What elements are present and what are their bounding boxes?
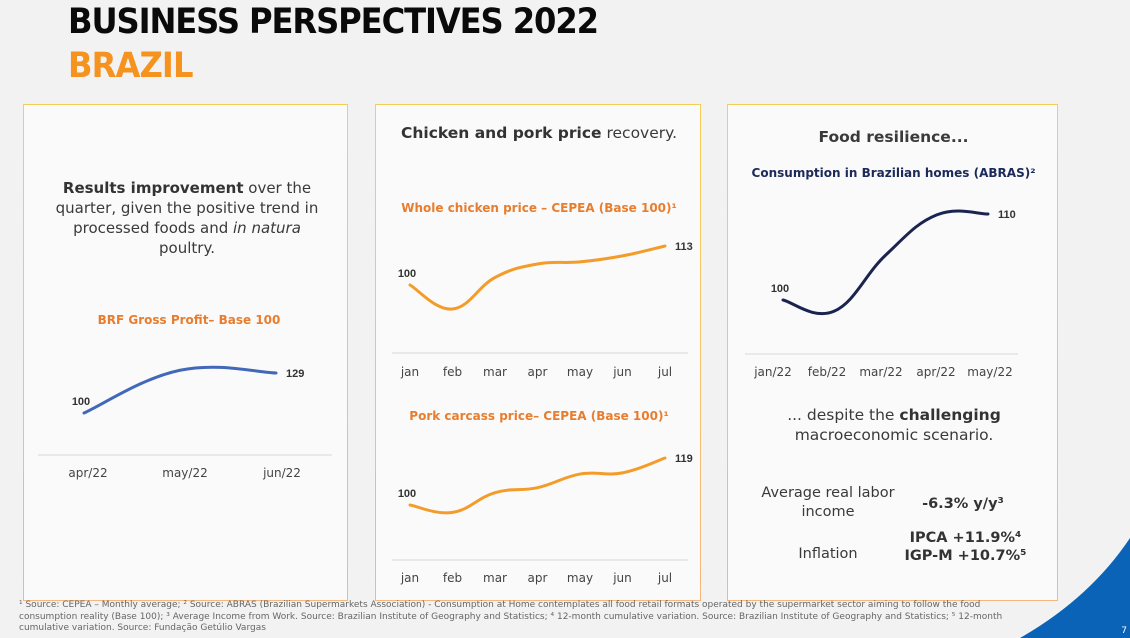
stat-value-igpm: IGP-M +10.7%⁵ xyxy=(904,548,1027,564)
data-label-first: 100 xyxy=(398,268,416,280)
page-subtitle: BRAZIL xyxy=(68,46,194,86)
x-tick-label: feb xyxy=(443,571,462,585)
x-tick-label: mar/22 xyxy=(859,365,902,379)
data-label-first: 100 xyxy=(398,488,416,500)
stat-label-inflation: Inflation xyxy=(798,546,858,562)
subheadline-text: ... despite the xyxy=(787,406,900,424)
x-tick-label: apr/22 xyxy=(916,365,955,379)
x-tick-label: mar xyxy=(483,571,507,585)
data-label-first: 100 xyxy=(72,396,90,408)
x-tick-label: may xyxy=(567,571,593,585)
card-food-resilience: Food resilience... Consumption in Brazil… xyxy=(727,104,1058,601)
data-label-last: 113 xyxy=(675,241,693,253)
card1-headline: Results improvement over the quarter, gi… xyxy=(52,178,322,258)
x-tick-label: jun/22 xyxy=(262,466,301,480)
card-results: Results improvement over the quarter, gi… xyxy=(23,104,348,601)
series-line xyxy=(408,244,667,311)
subheadline-text: macroeconomic scenario. xyxy=(794,426,994,444)
headline-bold: Results improvement xyxy=(62,179,244,197)
x-tick-label: apr xyxy=(528,365,548,379)
series-line xyxy=(781,209,990,316)
x-tick-label: jun xyxy=(612,365,632,379)
x-tick-label: jul xyxy=(657,365,672,379)
page-title: BUSINESS PERSPECTIVES 2022 xyxy=(68,2,599,42)
stat-value-labor-income: -6.3% y/y³ xyxy=(922,496,1004,512)
data-label-last: 129 xyxy=(286,368,304,380)
x-tick-label: jul xyxy=(657,571,672,585)
x-tick-label: jan xyxy=(400,571,419,585)
x-tick-label: jan xyxy=(400,365,419,379)
x-tick-label: mar xyxy=(483,365,507,379)
data-label-last: 119 xyxy=(675,453,693,465)
x-tick-label: may/22 xyxy=(967,365,1012,379)
x-tick-label: may/22 xyxy=(162,466,207,480)
chart-title-abras: Consumption in Brazilian homes (ABRAS)² xyxy=(751,166,1036,180)
subheadline-bold: challenging xyxy=(899,406,1001,424)
x-tick-label: jun xyxy=(612,571,632,585)
x-tick-label: apr xyxy=(528,571,548,585)
card2-headline: Chicken and pork price recovery. xyxy=(376,123,702,143)
series-line xyxy=(82,365,278,415)
corner-decoration xyxy=(1020,538,1130,638)
stat-value-ipca: IPCA +11.9%⁴ xyxy=(909,530,1022,546)
page-number: 7 xyxy=(1121,626,1127,636)
series-line xyxy=(408,456,667,515)
headline-bold: Chicken and pork price xyxy=(400,124,602,142)
x-tick-label: may xyxy=(567,365,593,379)
chart-abras: jan/22 feb/22 mar/22 apr/22 may/22 100 110 xyxy=(745,209,1018,379)
card3-subheadline: ... despite the challenging macroeconomi… xyxy=(758,405,1030,445)
card3-headline: Food resilience... xyxy=(818,128,969,146)
chart-title-pork: Pork carcass price– CEPEA (Base 100)¹ xyxy=(409,409,669,423)
chart-brf: apr/22 may/22 jun/22 100 129 xyxy=(38,365,332,480)
chart-pork: jan feb mar apr may jun jul 100 119 xyxy=(392,453,693,585)
footnote: ¹ Source: CEPEA – Monthly average; ² Sou… xyxy=(19,600,1003,633)
headline-text: over the quarter, given the positive tre… xyxy=(55,179,319,237)
headline-italic: in natura xyxy=(233,219,301,237)
chart-title-brf: BRF Gross Profit– Base 100 xyxy=(97,313,281,327)
x-tick-label: jan/22 xyxy=(753,365,792,379)
corner-shape xyxy=(1020,538,1130,638)
headline-text: recovery. xyxy=(601,124,678,142)
stat-label-labor-income: Average real labor income xyxy=(761,485,895,520)
chart-chicken: jan feb mar apr may jun jul 100 113 xyxy=(392,241,693,379)
x-tick-label: feb xyxy=(443,365,462,379)
x-tick-label: apr/22 xyxy=(68,466,107,480)
x-tick-label: feb/22 xyxy=(808,365,847,379)
data-label-first: 100 xyxy=(771,283,789,295)
data-label-last: 110 xyxy=(998,209,1016,221)
chart-title-chicken: Whole chicken price – CEPEA (Base 100)¹ xyxy=(401,201,677,215)
headline-text: poultry. xyxy=(159,239,215,257)
card-prices: Chicken and pork price recovery. Whole c… xyxy=(375,104,701,601)
